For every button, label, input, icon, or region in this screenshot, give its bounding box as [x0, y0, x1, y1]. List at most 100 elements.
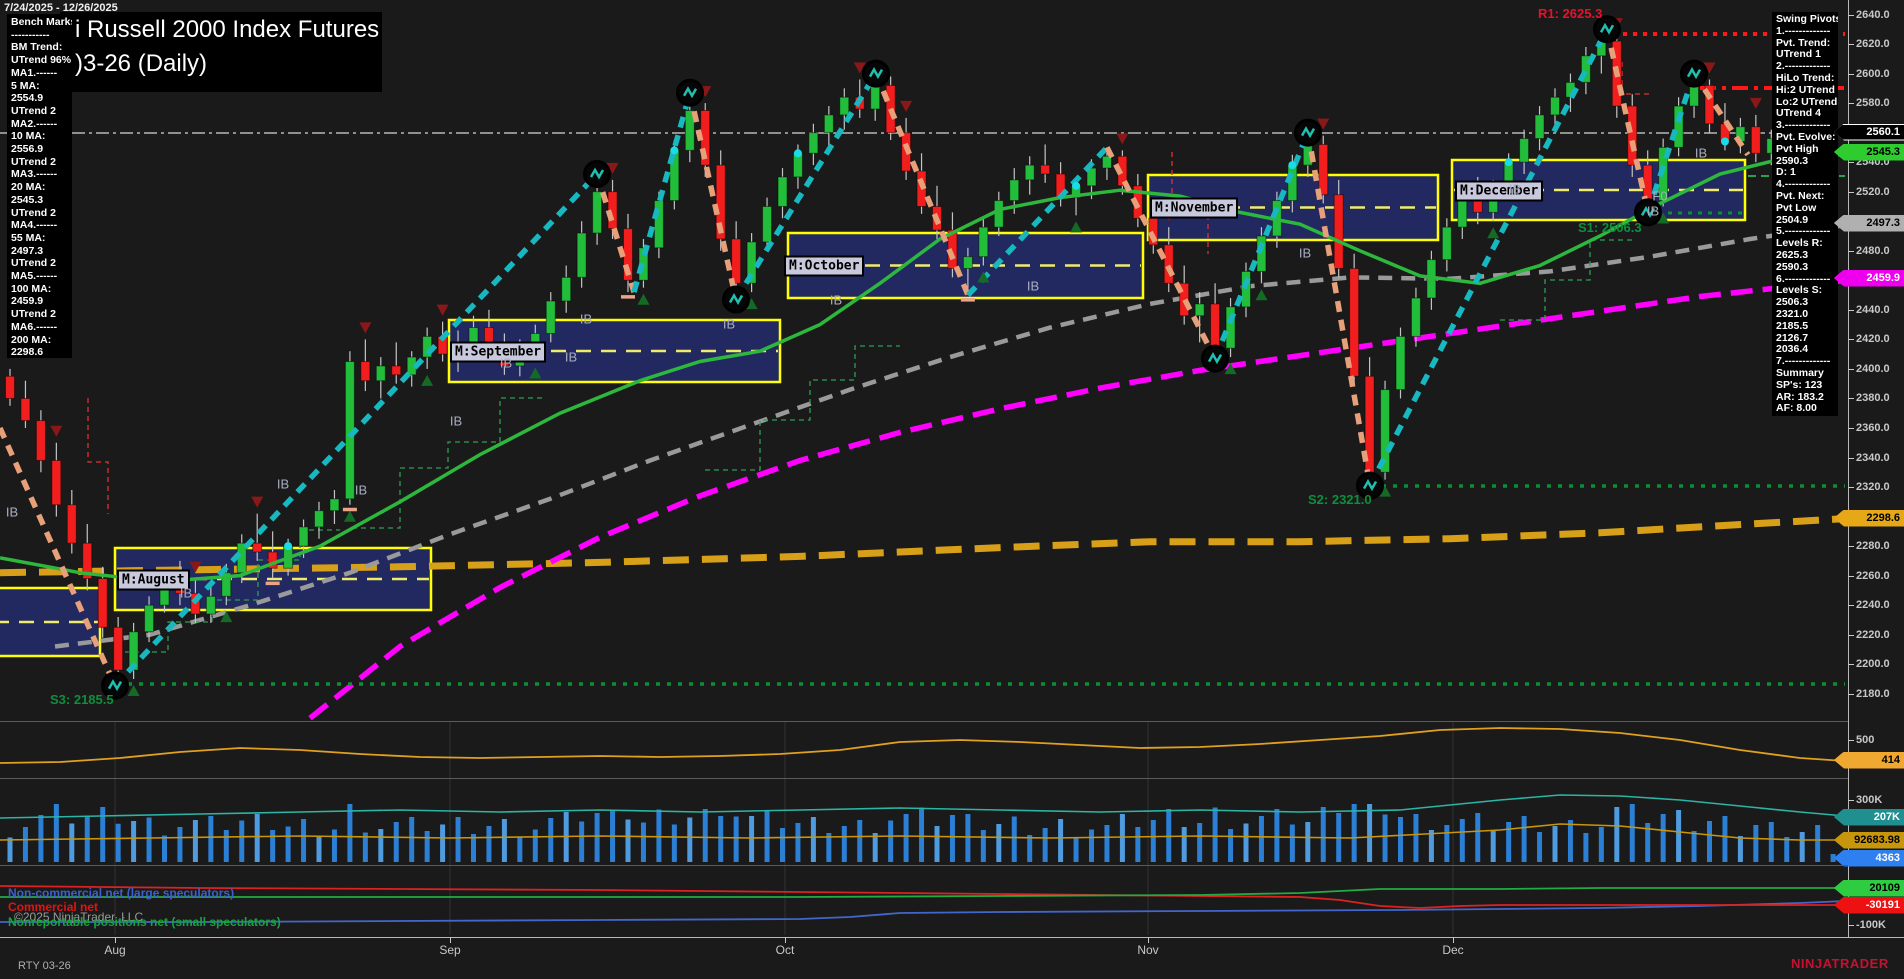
bench-marks-title: Bench Marks: [11, 16, 72, 28]
volume-bar: [1228, 829, 1234, 862]
cyan-dot-icon: [284, 542, 293, 551]
volume-bar: [687, 817, 693, 862]
volume-bar: [1104, 825, 1110, 862]
price-axis-label: 2380.0: [1856, 392, 1890, 405]
price-marker-badge: 2298.6: [1834, 509, 1904, 527]
trail-step-line: [352, 397, 545, 529]
month-box-label[interactable]: M:October: [784, 255, 865, 277]
volume-bar: [1135, 827, 1141, 862]
month-box-label[interactable]: M:September: [450, 341, 547, 363]
month-axis-label: Nov: [1137, 943, 1159, 957]
price-marker-value: 92683.98: [1834, 832, 1904, 848]
bench-marks-line: UTrend 2: [11, 155, 56, 168]
volume-bar: [223, 830, 229, 862]
volume-panel[interactable]: [0, 794, 1846, 862]
candle-up: [375, 365, 386, 382]
pivot-glyph-icon: [107, 679, 123, 692]
indicator-axis-label: -100K: [1856, 919, 1886, 931]
panel-separator[interactable]: [0, 778, 1848, 779]
candle-up: [1689, 84, 1700, 107]
down-triangle-icon: [1317, 118, 1330, 130]
candle-up: [545, 300, 556, 334]
candle-up: [870, 84, 881, 110]
volume-bar: [393, 822, 399, 862]
candle-up: [962, 256, 973, 269]
main-price-panel[interactable]: [0, 15, 1846, 738]
volume-bar: [1212, 807, 1218, 862]
candle-down: [947, 229, 958, 269]
candle-up: [314, 510, 324, 528]
volume-bar: [718, 816, 724, 862]
price-axis-label: 2200.0: [1856, 658, 1890, 671]
pivot-glyph-icon: [682, 86, 698, 99]
bench-marks-line: 20 MA:: [11, 181, 46, 194]
price-marker-badge: 414: [1834, 751, 1904, 769]
month-box-label[interactable]: M:November: [1150, 197, 1239, 219]
ma100-line: [302, 277, 1846, 721]
volume-bar: [146, 817, 152, 862]
volume-bar: [1567, 820, 1573, 862]
volume-bar: [115, 823, 121, 862]
panel-separator[interactable]: [0, 865, 1848, 866]
candle-up: [762, 205, 773, 243]
indicator-axis-label: 500: [1856, 734, 1875, 746]
bench-marks-line: UTrend 2: [11, 308, 56, 321]
month-box-label[interactable]: M:August: [117, 569, 190, 591]
candle-up: [592, 191, 603, 234]
ib-label: IB: [1646, 203, 1660, 219]
month-axis-label: Sep: [439, 943, 461, 957]
volume-bar: [702, 809, 708, 862]
panel-separator[interactable]: [0, 721, 1848, 722]
axis-tick-mark: [1848, 634, 1854, 636]
volume-bar: [594, 813, 600, 862]
bench-marks-line: BM Trend:: [11, 41, 63, 54]
price-marker-value: 2497.3: [1834, 215, 1904, 231]
axis-tick-mark: [1848, 44, 1854, 46]
chart-title-line2: )3-26 (Daily): [75, 50, 208, 77]
candle-up: [561, 276, 572, 302]
price-axis-label: 2340.0: [1856, 451, 1890, 464]
price-axis-label: 2440.0: [1856, 303, 1890, 316]
candle-up: [808, 132, 819, 154]
nonreportable-net-line: [0, 887, 1845, 898]
month-tick-mark: [785, 937, 786, 943]
candle-up: [1580, 55, 1591, 83]
swing-pivots-line: SP's: 123: [1776, 378, 1823, 391]
swing-leg-down: [1604, 28, 1651, 213]
cyan-dot-icon: [670, 146, 679, 155]
volume-bar: [347, 804, 353, 862]
candle-up: [468, 327, 479, 343]
ib-label: IB: [1298, 245, 1312, 261]
swing-pivots-line: 2185.5: [1776, 319, 1809, 332]
down-triangle-icon: [251, 496, 264, 508]
swing-pivots-line: Swing Pivots: [1776, 13, 1838, 25]
volume-bar: [532, 829, 538, 862]
down-triangle-icon: [436, 304, 449, 316]
month-box-label[interactable]: M:December: [1455, 180, 1544, 202]
candle-up: [1410, 297, 1421, 337]
bench-marks-line: 55 MA:: [11, 231, 46, 244]
axis-tick-mark: [1848, 368, 1854, 370]
bench-marks-line: MA3.------: [11, 168, 58, 181]
up-triangle-icon: [127, 685, 140, 697]
volume-bar: [841, 826, 847, 862]
volume-bar: [1753, 825, 1759, 862]
price-axis-label: 2180.0: [1856, 687, 1890, 700]
swing-pivots-line: 1.-------------: [1776, 24, 1831, 37]
pivot-glyph-icon: [1300, 126, 1316, 139]
cyan-dot-icon: [1720, 137, 1729, 146]
pivot-dash-icon: [960, 298, 975, 302]
price-axis-label: 2520.0: [1856, 185, 1890, 198]
volume-bar: [949, 815, 955, 862]
volume-bar: [671, 824, 677, 862]
commercial-net-line: [0, 885, 1845, 909]
bench-marks-line: UTrend 2: [11, 257, 56, 270]
axis-tick-mark: [1848, 664, 1854, 666]
swing-pivots-line: Pvt. Evolve:: [1776, 130, 1836, 143]
swing-pivots-line: Lo:2 UTrend: [1776, 95, 1838, 108]
price-marker-value: 2298.6: [1834, 510, 1904, 526]
volume-bar: [1243, 823, 1249, 862]
volume-bar: [301, 819, 307, 862]
volume-bar: [810, 817, 816, 862]
